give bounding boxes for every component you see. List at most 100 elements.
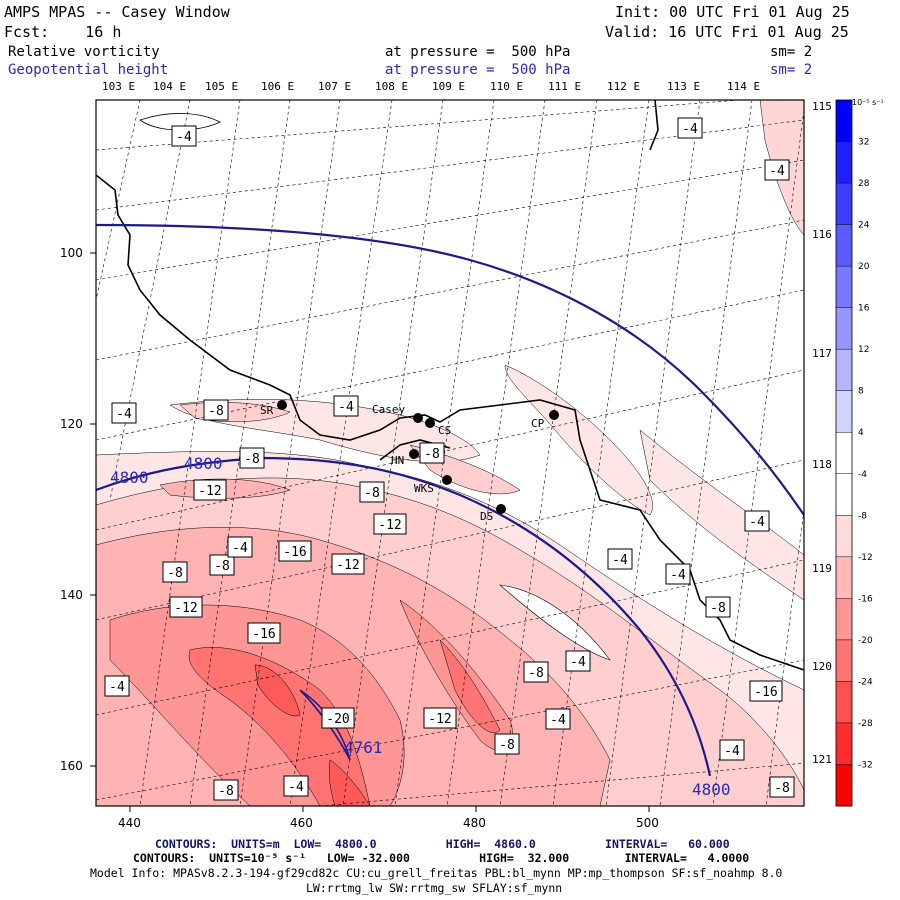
vorticity-label: -4 — [565, 650, 591, 672]
lon-label: 112 E — [607, 80, 640, 93]
colorbar-tick-label: -20 — [858, 636, 873, 646]
vorticity-label: -16 — [247, 622, 281, 644]
valid-time: Valid: 16 UTC Fri 01 Aug 25 — [605, 23, 849, 41]
svg-text:-8: -8 — [424, 447, 440, 462]
lon-label: 107 E — [318, 80, 351, 93]
colorbar-tick-label: 20 — [858, 262, 870, 272]
vorticity-label: -8 — [523, 661, 549, 683]
svg-text:-12: -12 — [336, 558, 359, 573]
colorbar-swatch — [836, 224, 852, 267]
stations — [277, 400, 559, 514]
colorbar-swatch — [836, 390, 852, 433]
field2-name: Geopotential height — [8, 62, 169, 78]
vorticity-label: -12 — [423, 707, 457, 729]
axis-tick-label: 500 — [636, 816, 659, 830]
svg-text:-4: -4 — [550, 713, 566, 728]
svg-text:-8: -8 — [167, 566, 183, 581]
height-label: 4800 — [184, 454, 223, 473]
forecast-hour: Fcst: 16 h — [4, 23, 122, 41]
vorticity-label: -8 — [359, 481, 385, 503]
svg-text:-20: -20 — [326, 712, 349, 727]
left-axis: 100 120 140 160 — [60, 246, 96, 773]
vorticity-label: -4 — [744, 510, 770, 532]
colorbar-tick-label: -4 — [858, 470, 867, 480]
colorbar-tick-label: 8 — [858, 387, 864, 397]
axis-tick-label: 160 — [60, 759, 83, 773]
svg-text:-4: -4 — [612, 553, 628, 568]
station-marker-cs — [425, 418, 435, 428]
station-labels: SR Casey CS CP HN WKS DS — [260, 403, 545, 523]
colorbar-tick-label: -8 — [858, 511, 867, 521]
svg-text:-12: -12 — [378, 518, 401, 533]
station-marker-ds — [496, 504, 506, 514]
lon-label: 109 E — [432, 80, 465, 93]
station-marker-cp — [549, 410, 559, 420]
station-label: WKS — [414, 482, 434, 495]
colorbar-swatch — [836, 141, 852, 184]
init-time: Init: 00 UTC Fri 01 Aug 25 — [615, 3, 850, 21]
colorbar-swatch — [836, 100, 852, 143]
svg-text:-16: -16 — [252, 627, 275, 642]
vorticity-label: -4 — [111, 402, 137, 424]
field1-smooth: sm= 2 — [770, 44, 813, 60]
lon-label: 110 E — [490, 80, 523, 93]
colorbar-swatch — [836, 681, 852, 724]
vorticity-label: -4 — [545, 708, 571, 730]
plot-frame — [95, 99, 805, 807]
bottom-axis: 440 460 480 500 — [118, 806, 659, 830]
svg-text:-16: -16 — [754, 685, 777, 700]
svg-text:-8: -8 — [208, 404, 224, 419]
svg-text:-4: -4 — [288, 780, 304, 795]
axis-tick-label: 440 — [118, 816, 141, 830]
colorbar-tick-label: 4 — [858, 428, 864, 438]
svg-text:-8: -8 — [364, 486, 380, 501]
vorticity-label: -12 — [331, 553, 365, 575]
vorticity-contour-labels: -4 -4 -4 -4 -8 -4 -8 -8 -12 -8 -12 -4 -16 -12 -8 -8 -4 -1… — [104, 117, 795, 801]
colorbar-tick-label: 28 — [858, 179, 870, 189]
svg-text:-4: -4 — [724, 744, 740, 759]
vorticity-label: -8 — [203, 399, 229, 421]
svg-text:-4: -4 — [338, 400, 354, 415]
svg-text:-16: -16 — [283, 545, 306, 560]
station-marker-wks — [442, 475, 452, 485]
svg-text:-8: -8 — [244, 452, 260, 467]
vorticity-label: -8 — [769, 776, 795, 798]
model-info-2: LW:rrtmg_lw SW:rrtmg_sw SFLAY:sf_mynn — [306, 881, 563, 895]
colorbar-tick-label: -12 — [858, 553, 873, 563]
colorbar-tick-label: -16 — [858, 594, 873, 604]
vorticity-label: -12 — [193, 479, 227, 501]
plot-area: SR Casey CS CP HN WKS DS -4-4-4-4 -8 -4-8-… — [96, 100, 804, 806]
height-label: 4761 — [344, 738, 383, 757]
svg-text:-8: -8 — [499, 738, 515, 753]
vorticity-label: -8 — [705, 596, 731, 618]
colorbar-swatch — [836, 473, 852, 516]
colorbar-tick-label: -32 — [858, 760, 873, 770]
station-label: CP — [531, 417, 545, 430]
field2-level: at pressure = 500 hPa — [385, 62, 571, 78]
lon-label: 108 E — [375, 80, 408, 93]
svg-text:-12: -12 — [174, 601, 197, 616]
svg-text:-4: -4 — [749, 515, 765, 530]
colorbar-swatch — [836, 349, 852, 392]
lon-label: 113 E — [667, 80, 700, 93]
colorbar: 32 28 24 20 16 12 8 4 -4 -8 -12 -16 -20 -24 -28 -32 — [835, 99, 873, 807]
colorbar-swatch — [836, 598, 852, 641]
svg-text:-4: -4 — [570, 655, 586, 670]
svg-text:-4: -4 — [682, 122, 698, 137]
colorbar-swatch — [836, 722, 852, 765]
vorticity-label: -4 — [719, 739, 745, 761]
colorbar-swatch — [836, 307, 852, 350]
axis-tick-label: 480 — [463, 816, 486, 830]
colorbar-tick-label: 24 — [858, 221, 870, 231]
lon-label: 103 E — [102, 80, 135, 93]
svg-text:-12: -12 — [198, 484, 221, 499]
svg-text:-4: -4 — [769, 164, 785, 179]
vorticity-fill — [96, 100, 804, 806]
top-lon-labels: 103 E 104 E 105 E 106 E 107 E 108 E 109 … — [102, 80, 760, 93]
vorticity-label: -8 — [162, 561, 188, 583]
svg-text:-8: -8 — [710, 601, 726, 616]
svg-text:-4: -4 — [176, 130, 192, 145]
height-label: 4800 — [110, 468, 149, 487]
height-contour-info: CONTOURS: UNITS=m LOW= 4800.0 HIGH= 4860… — [155, 837, 730, 851]
svg-text:-8: -8 — [774, 781, 790, 796]
